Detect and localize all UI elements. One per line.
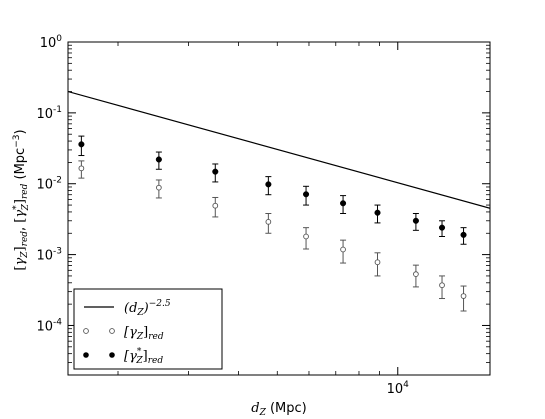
data-point-filled	[302, 191, 310, 198]
y-tick-label: 100	[40, 34, 63, 51]
power-law-line	[68, 90, 490, 209]
data-point-open	[374, 259, 381, 266]
data-point-filled	[438, 224, 446, 231]
data-point-open	[156, 184, 162, 191]
legend-box	[73, 288, 223, 370]
y-tick-label: 10-1	[36, 105, 62, 122]
data-point-open	[439, 282, 445, 289]
data-point-filled	[265, 181, 272, 188]
data-point-filled	[212, 168, 219, 175]
legend-label: (dZ)−2.5	[124, 299, 171, 318]
data-point-filled	[374, 209, 381, 216]
y-tick-label: 10-2	[36, 176, 62, 193]
legend-label: [γ* Z]red	[124, 347, 163, 366]
legend-label: [γZ]red	[124, 325, 164, 342]
data-point-open	[413, 271, 419, 277]
x-tick-label: 104	[387, 380, 410, 397]
legend: (dZ)−2.5 [γZ]red [γ* Z]red	[73, 288, 223, 370]
data-point-filled	[460, 231, 467, 238]
data-point-open	[78, 165, 85, 172]
legend-open-marker	[83, 328, 89, 334]
y-axis-label: [γZ]red, [γ*Z]red (Mpc−3)	[12, 129, 31, 270]
plot-area	[68, 90, 490, 312]
y-tick-label: 10-4	[36, 317, 62, 334]
data-point-open	[340, 246, 346, 253]
data-point-open	[303, 233, 309, 240]
data-point-filled	[78, 141, 85, 148]
data-point-open	[212, 202, 219, 209]
data-point-filled	[155, 156, 162, 163]
y-tick-label: 10-3	[36, 247, 62, 264]
legend-filled-marker	[83, 352, 89, 358]
legend-filled-marker	[109, 352, 115, 358]
data-point-filled	[412, 217, 419, 224]
legend-open-marker	[109, 328, 115, 334]
data-point-open	[460, 293, 467, 299]
plot-frame	[67, 41, 491, 376]
data-point-open	[265, 218, 272, 225]
data-point-filled	[340, 200, 347, 207]
x-axis-label: dZ (Mpc)	[251, 401, 307, 418]
